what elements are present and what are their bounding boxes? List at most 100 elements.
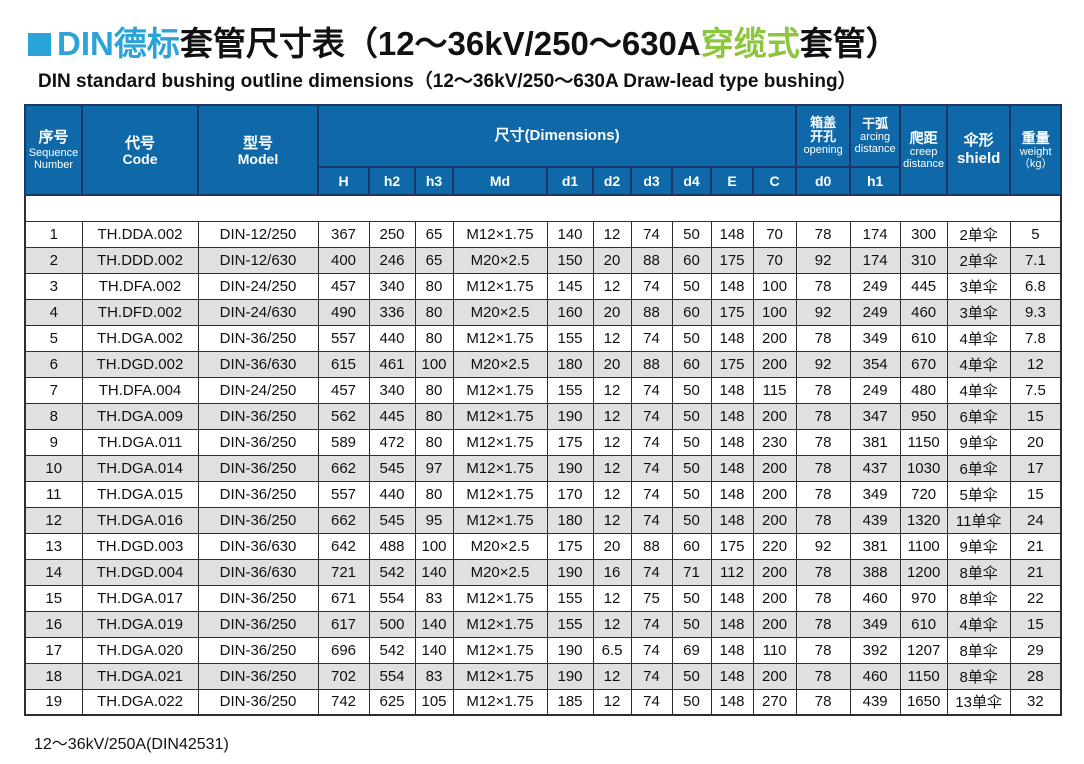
table-cell: 74 [630, 324, 673, 352]
table-cell: DIN-36/250 [197, 324, 319, 352]
table-cell: 554 [368, 584, 416, 612]
subheader-d0: d0 [795, 166, 852, 196]
table-cell: 15 [1009, 610, 1062, 638]
table-cell: 60 [671, 298, 712, 326]
table-cell: 488 [368, 532, 416, 560]
table-cell: 3单伞 [946, 298, 1011, 326]
table-cell: 12 [592, 428, 632, 456]
table-cell: 78 [795, 402, 851, 430]
table-cell: 50 [671, 428, 712, 456]
table-cell: 12 [1009, 350, 1062, 378]
table-cell: 78 [795, 558, 851, 586]
table-cell: 2 [24, 246, 83, 274]
table-cell: TH.DGD.003 [81, 532, 199, 560]
table-cell: TH.DGA.020 [81, 636, 199, 664]
table-cell: 4单伞 [946, 376, 1011, 404]
table-cell: 148 [710, 662, 754, 690]
table-cell: 97 [414, 454, 454, 482]
table-cell: 15 [24, 584, 83, 612]
table-cell: 78 [795, 428, 851, 456]
table-cell: 20 [592, 532, 632, 560]
table-cell: 5单伞 [946, 480, 1011, 508]
table-cell: 74 [630, 506, 673, 534]
table-cell: 20 [592, 350, 632, 378]
table-cell: M12×1.75 [452, 454, 548, 482]
table-cell: 500 [368, 610, 416, 638]
table-cell: 50 [671, 402, 712, 430]
table-cell: 249 [849, 272, 901, 300]
table-cell: 74 [630, 558, 673, 586]
table-cell: 8单伞 [946, 584, 1011, 612]
table-cell: M12×1.75 [452, 610, 548, 638]
table-cell: 1 [24, 220, 83, 248]
table-cell: 12 [592, 610, 632, 638]
table-cell: 445 [368, 402, 416, 430]
table-cell: 310 [899, 246, 948, 274]
table-cell: 74 [630, 402, 673, 430]
table-cell: DIN-36/250 [197, 584, 319, 612]
table-cell: 155 [546, 376, 594, 404]
table-cell: TH.DDD.002 [81, 246, 199, 274]
table-cell: 24 [1009, 506, 1062, 534]
table-cell: M12×1.75 [452, 584, 548, 612]
table-cell: 12 [592, 584, 632, 612]
table-cell: DIN-36/250 [197, 480, 319, 508]
table-cell: 78 [795, 324, 851, 352]
table-cell: 11单伞 [946, 506, 1011, 534]
table-cell: DIN-24/250 [197, 272, 319, 300]
table-cell: 200 [752, 662, 797, 690]
table-cell: 7 [24, 376, 83, 404]
table-cell: 88 [630, 350, 673, 378]
bushing-dimensions-table: 序号 Sequence Number 代号 Code 型号 Model 尺寸(D… [24, 104, 1063, 716]
table-cell: 439 [849, 688, 901, 716]
subheader-C: C [751, 166, 798, 196]
table-cell: 4单伞 [946, 350, 1011, 378]
table-cell: 610 [899, 610, 948, 638]
table-cell: 155 [546, 324, 594, 352]
table-cell: 174 [849, 220, 901, 248]
table-cell: DIN-36/250 [197, 662, 319, 690]
table-row: 18 TH.DGA.021 DIN-36/250 702 554 83 M12×1.75 19… [24, 662, 1062, 690]
table-cell: M12×1.75 [452, 506, 548, 534]
table-cell: TH.DGA.014 [81, 454, 199, 482]
table-cell: 2单伞 [946, 220, 1011, 248]
table-cell: 6 [24, 350, 83, 378]
table-cell: 28 [1009, 662, 1062, 690]
table-cell: 180 [546, 506, 594, 534]
table-cell: 78 [795, 272, 851, 300]
table-cell: 74 [630, 636, 673, 664]
table-cell: 12 [24, 506, 83, 534]
table-cell: DIN-12/250 [197, 220, 319, 248]
table-cell: 115 [752, 376, 797, 404]
table-cell: 148 [710, 480, 754, 508]
table-cell: 74 [630, 428, 673, 456]
table-cell: 80 [414, 298, 454, 326]
table-cell: 50 [671, 324, 712, 352]
table-cell: 9.3 [1009, 298, 1062, 326]
table-cell: 8单伞 [946, 636, 1011, 664]
table-cell: 78 [795, 636, 851, 664]
table-cell: 1320 [899, 506, 948, 534]
table-row: 11 TH.DGA.015 DIN-36/250 557 440 80 M12×1.75 17… [24, 480, 1062, 508]
table-cell: 8单伞 [946, 662, 1011, 690]
table-header: 序号 Sequence Number 代号 Code 型号 Model 尺寸(D… [24, 104, 1063, 196]
table-row: 4 TH.DFD.002 DIN-24/630 490 336 80 M20×2.5 160 2… [24, 298, 1062, 326]
subheader-Md: Md [452, 166, 548, 196]
table-cell: 190 [546, 662, 594, 690]
table-cell: 88 [630, 298, 673, 326]
table-cell: 12 [592, 272, 632, 300]
table-cell: 445 [899, 272, 948, 300]
table-cell: 542 [368, 636, 416, 664]
table-cell: 80 [414, 480, 454, 508]
table-cell: DIN-36/250 [197, 636, 319, 664]
table-cell: 21 [1009, 532, 1062, 560]
table-row: 17 TH.DGA.020 DIN-36/250 696 542 140 M12×1.75 1… [24, 636, 1062, 664]
title-zh-blue: DIN德标 [57, 25, 180, 62]
table-cell: 12 [592, 506, 632, 534]
footer-note: 12～36kV/250A(DIN42531) [34, 736, 229, 753]
table-cell: 381 [849, 532, 901, 560]
table-cell: 92 [795, 246, 851, 274]
table-cell: 6.5 [592, 636, 632, 664]
table-cell: 5 [24, 324, 83, 352]
table-cell: 7.1 [1009, 246, 1062, 274]
